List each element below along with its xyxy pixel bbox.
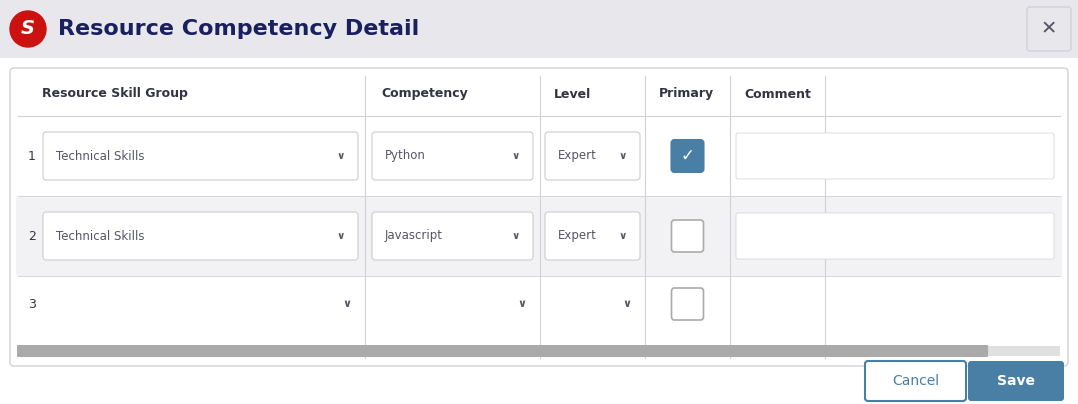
- Circle shape: [10, 11, 46, 47]
- FancyBboxPatch shape: [17, 345, 989, 357]
- Text: Cancel: Cancel: [892, 374, 939, 388]
- Bar: [0, 0, 1078, 58]
- FancyBboxPatch shape: [372, 212, 533, 260]
- Text: ∨: ∨: [517, 299, 526, 309]
- FancyBboxPatch shape: [43, 132, 358, 180]
- Text: ∨: ∨: [343, 299, 351, 309]
- Text: ✓: ✓: [680, 147, 694, 165]
- Text: Primary: Primary: [659, 88, 714, 101]
- FancyBboxPatch shape: [372, 132, 533, 180]
- Text: Technical Skills: Technical Skills: [56, 229, 144, 242]
- FancyBboxPatch shape: [1027, 7, 1072, 51]
- FancyBboxPatch shape: [10, 68, 1068, 366]
- Text: Javascript: Javascript: [385, 229, 443, 242]
- FancyBboxPatch shape: [672, 140, 704, 172]
- Bar: [18, 346, 1060, 356]
- Bar: [16, 196, 1062, 276]
- Text: ∨: ∨: [619, 231, 627, 241]
- FancyBboxPatch shape: [865, 361, 966, 401]
- Text: ∨: ∨: [336, 151, 345, 161]
- Text: ✕: ✕: [1041, 19, 1058, 38]
- FancyBboxPatch shape: [736, 213, 1054, 259]
- Text: 2: 2: [28, 229, 36, 242]
- FancyBboxPatch shape: [545, 212, 640, 260]
- Text: 1: 1: [28, 149, 36, 162]
- FancyBboxPatch shape: [736, 133, 1054, 179]
- FancyBboxPatch shape: [43, 212, 358, 260]
- Text: ∨: ∨: [619, 151, 627, 161]
- Text: Resource Competency Detail: Resource Competency Detail: [58, 19, 419, 39]
- FancyBboxPatch shape: [672, 220, 704, 252]
- Text: Expert: Expert: [558, 229, 597, 242]
- Text: Save: Save: [997, 374, 1035, 388]
- FancyBboxPatch shape: [672, 288, 704, 320]
- Text: ∨: ∨: [512, 151, 521, 161]
- Text: Expert: Expert: [558, 149, 597, 162]
- Text: ∨: ∨: [512, 231, 521, 241]
- Text: ∨: ∨: [336, 231, 345, 241]
- Text: Competency: Competency: [381, 88, 468, 101]
- FancyBboxPatch shape: [545, 132, 640, 180]
- FancyBboxPatch shape: [968, 361, 1064, 401]
- Text: 3: 3: [28, 297, 36, 311]
- Text: S: S: [20, 19, 34, 38]
- Text: Level: Level: [554, 88, 591, 101]
- Text: Resource Skill Group: Resource Skill Group: [42, 88, 188, 101]
- Bar: [0, 58, 1078, 404]
- Text: Technical Skills: Technical Skills: [56, 149, 144, 162]
- Text: ∨: ∨: [622, 299, 632, 309]
- Text: Python: Python: [385, 149, 426, 162]
- Text: Comment: Comment: [744, 88, 811, 101]
